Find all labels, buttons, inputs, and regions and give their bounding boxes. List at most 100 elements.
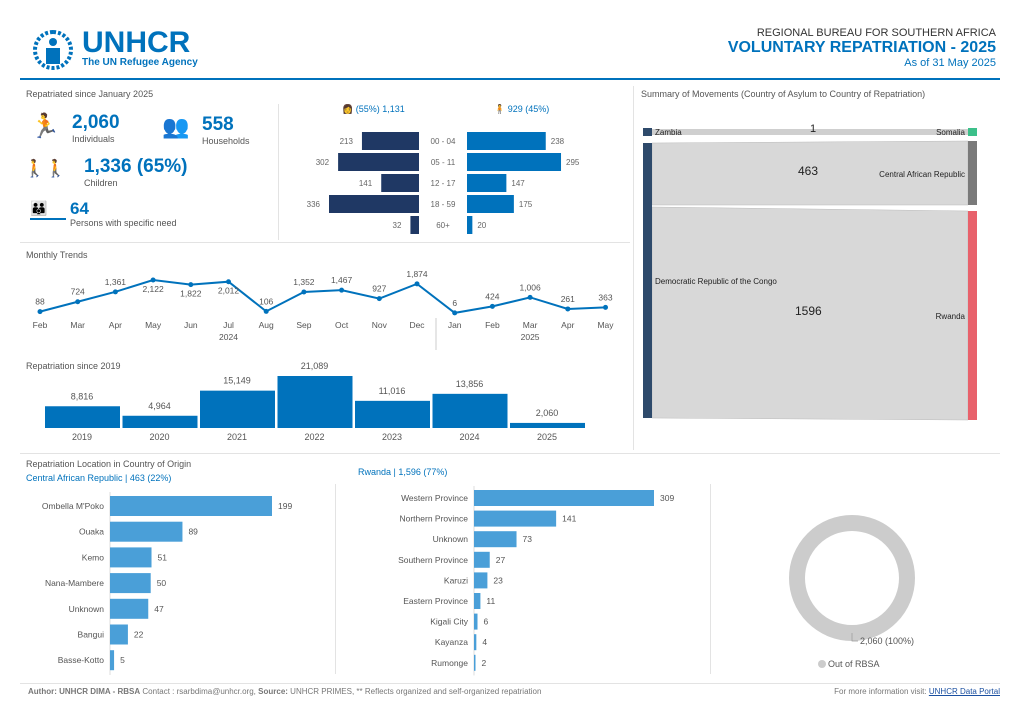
trend-label: 1,352 <box>293 277 315 287</box>
vertical-divider <box>335 484 336 674</box>
trend-point <box>188 282 194 288</box>
children-percent: (65%) <box>136 156 188 177</box>
logo-subtitle: The UN Refugee Agency <box>82 56 198 68</box>
households-stat: 👥 558 Households <box>162 114 250 146</box>
trend-point <box>37 309 43 315</box>
year-category: 2021 <box>227 432 247 442</box>
more-info-text: For more information visit: <box>834 687 927 696</box>
year-label: 2024 <box>219 332 238 342</box>
location-label: Northern Province <box>399 514 468 524</box>
households-label: Households <box>202 136 250 146</box>
trend-label: 1,361 <box>105 277 127 287</box>
donut-leader-line <box>851 633 858 642</box>
node-zambia <box>643 128 652 136</box>
legend-swatch <box>818 660 826 668</box>
year-bar <box>432 393 508 428</box>
node-somalia <box>968 128 977 136</box>
male-bar <box>467 132 546 150</box>
location-label: Bangui <box>78 630 105 640</box>
author: UNHCR DIMA - RBSA <box>59 687 141 696</box>
month-label: Oct <box>335 320 349 330</box>
age-sex-pyramid: 👩 (55%) 1,131 🧍 929 (45%) 213 00 - 04 238 302… <box>307 103 580 234</box>
location-bar <box>474 593 481 609</box>
legend-label: Out of RBSA <box>828 659 880 669</box>
footer-credits: Author: UNHCR DIMA - RBSA Contact : rsar… <box>28 687 541 696</box>
month-label: Jul <box>223 320 234 330</box>
year-value: 4,964 <box>148 401 171 411</box>
trend-point <box>414 281 420 287</box>
monthly-trends-title: Monthly Trends <box>26 250 88 260</box>
female-value: 336 <box>307 200 321 209</box>
footer-divider <box>20 683 1000 684</box>
location-label: Unknown <box>69 604 105 614</box>
individuals-stat: 🏃 2,060 Individuals <box>30 112 120 144</box>
location-value: 73 <box>523 534 533 544</box>
trend-label: 106 <box>259 296 273 306</box>
children-stat: 🚶🚶 1,336 (65%) Children <box>24 156 188 188</box>
year-value: 8,816 <box>71 391 94 401</box>
month-label: Jan <box>448 320 462 330</box>
trend-line <box>39 278 606 314</box>
trend-point <box>112 289 118 295</box>
location-bar <box>474 531 517 548</box>
section-divider <box>20 453 1000 454</box>
location-label: Kayanza <box>435 637 468 647</box>
male-bar <box>467 174 507 192</box>
age-label: 60+ <box>436 221 450 230</box>
year-bar <box>122 415 198 428</box>
year-bar <box>510 422 585 428</box>
donut-chart: 2,060 (100%) Out of RBSA <box>789 515 915 669</box>
location-label: Basse-Kotto <box>58 655 105 665</box>
female-bar <box>338 153 419 171</box>
location-label: Unknown <box>433 534 469 544</box>
data-portal-link[interactable]: UNHCR Data Portal <box>928 687 1000 696</box>
location-value: 199 <box>278 501 292 511</box>
trend-label: 1,467 <box>331 275 353 285</box>
trend-label: 363 <box>598 292 612 302</box>
month-label: Mar <box>523 320 538 330</box>
label-car: Central African Republic <box>879 170 965 179</box>
month-label: Aug <box>259 320 274 330</box>
location-value: 4 <box>482 637 487 647</box>
location-bar <box>110 624 128 645</box>
location-label: Kigali City <box>430 617 469 627</box>
report-date: As of 31 May 2025 <box>904 57 996 69</box>
logo-text: UNHCR <box>82 25 191 59</box>
value-1596: 1596 <box>795 304 822 318</box>
movements-sankey: Zambia Somalia 1 Central African Republi… <box>643 123 977 421</box>
rwanda-location-chart: Western Province 309 Northern Province 141 U… <box>398 486 674 676</box>
location-label: Ouaka <box>79 527 104 537</box>
male-value: 147 <box>511 179 525 188</box>
trend-point <box>75 299 81 305</box>
location-bar <box>110 521 183 542</box>
footnote: ** Reflects organized and self-organized… <box>356 687 542 696</box>
male-bar <box>467 195 514 213</box>
month-label: Apr <box>561 320 574 330</box>
group-icon: 👥 <box>162 114 190 139</box>
laurel-icon <box>32 29 74 70</box>
male-value: 20 <box>477 221 486 230</box>
monthly-trends-chart: 88 Feb 724 Mar 1,361 Apr 2,122 May 1,822 Jun 2,012… <box>33 269 614 350</box>
location-value: 141 <box>562 514 576 524</box>
source: UNHCR PRIMES, <box>290 687 355 696</box>
year-category: 2019 <box>72 432 92 442</box>
value-1: 1 <box>810 123 816 135</box>
year-category: 2020 <box>149 432 169 442</box>
location-title: Repatriation Location in Country of Orig… <box>26 459 192 469</box>
specific-need-stat: 👪 64 Persons with specific need <box>30 200 177 228</box>
location-bar <box>110 650 115 671</box>
trend-label: 424 <box>485 291 499 301</box>
trend-point <box>339 287 345 293</box>
trend-point <box>489 303 495 309</box>
vertical-divider <box>710 484 711 674</box>
node-car <box>968 141 977 205</box>
trend-point <box>376 296 382 302</box>
year-label: 2025 <box>521 332 540 342</box>
female-value: 213 <box>340 137 354 146</box>
label-rwanda: Rwanda <box>936 312 966 321</box>
female-bar <box>361 132 419 150</box>
location-label: Nana-Mambere <box>45 578 104 588</box>
month-label: Feb <box>485 320 500 330</box>
label-somalia: Somalia <box>936 128 965 137</box>
trend-label: 1,822 <box>180 289 202 299</box>
